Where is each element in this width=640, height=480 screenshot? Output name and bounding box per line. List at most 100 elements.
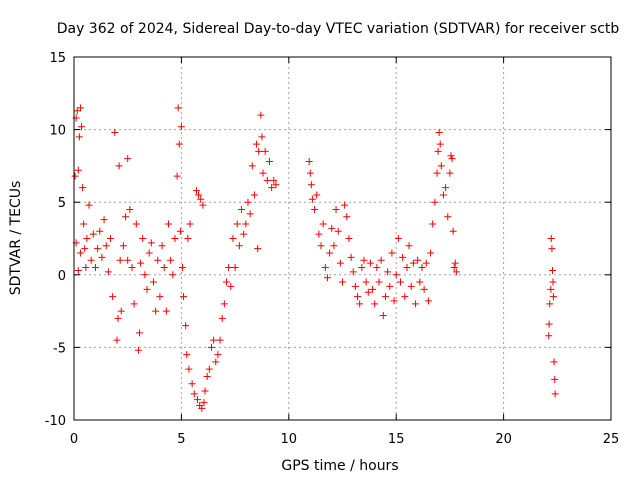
data-point xyxy=(439,191,447,199)
data-point xyxy=(81,245,89,253)
data-point xyxy=(76,104,84,112)
data-point xyxy=(177,123,185,131)
plot-frame xyxy=(73,56,612,421)
data-point xyxy=(403,264,411,272)
data-point xyxy=(173,172,181,180)
y-tick-label: 5 xyxy=(58,196,66,211)
data-point xyxy=(96,227,104,235)
data-point xyxy=(158,242,166,250)
data-point xyxy=(248,162,256,170)
data-point xyxy=(366,259,374,267)
data-point xyxy=(107,235,115,242)
data-point xyxy=(373,264,381,272)
data-point xyxy=(263,176,271,184)
data-point xyxy=(436,140,444,148)
data-point xyxy=(175,140,183,148)
data-point xyxy=(414,256,422,264)
data-point xyxy=(197,195,205,203)
data-point xyxy=(116,256,124,264)
data-point xyxy=(409,259,417,267)
data-point xyxy=(147,239,155,247)
data-point xyxy=(272,181,280,189)
data-point xyxy=(354,293,362,301)
data-point xyxy=(429,220,437,228)
data-point xyxy=(216,336,224,344)
y-tick-label: 0 xyxy=(58,269,66,284)
y-axis-ticks: -10 -5 0 5 10 15 xyxy=(45,51,611,429)
data-point xyxy=(351,282,359,290)
data-point xyxy=(450,264,458,272)
data-point xyxy=(203,372,211,380)
data-point xyxy=(149,278,157,286)
data-point xyxy=(305,158,313,166)
data-point xyxy=(394,235,402,242)
data-point xyxy=(78,123,86,131)
data-point xyxy=(240,230,248,238)
data-point xyxy=(165,220,173,228)
data-point xyxy=(143,285,151,293)
data-point xyxy=(315,230,323,238)
data-point xyxy=(218,314,226,322)
data-point xyxy=(407,282,415,290)
data-point xyxy=(551,375,559,383)
data-point xyxy=(330,242,338,250)
data-point xyxy=(207,343,215,351)
data-point xyxy=(184,235,192,242)
data-point xyxy=(141,271,149,279)
data-point xyxy=(422,259,430,267)
data-point xyxy=(336,259,344,267)
data-point xyxy=(371,300,379,308)
data-point xyxy=(364,288,372,296)
data-point xyxy=(349,268,357,276)
data-point xyxy=(82,264,90,272)
data-point xyxy=(180,293,188,301)
data-point xyxy=(188,380,196,388)
data-point xyxy=(550,358,558,366)
data-point xyxy=(420,285,428,293)
data-point xyxy=(369,285,377,293)
data-point xyxy=(154,256,162,264)
data-point xyxy=(392,271,400,279)
data-point xyxy=(198,404,206,412)
data-point xyxy=(307,181,315,189)
x-axis-label: GPS time / hours xyxy=(281,458,398,474)
data-point xyxy=(235,242,243,250)
x-tick-label: 25 xyxy=(603,432,620,447)
data-point xyxy=(405,242,413,250)
data-point xyxy=(74,166,82,174)
data-point xyxy=(136,329,144,337)
data-point xyxy=(313,191,321,199)
data-point xyxy=(122,213,130,221)
data-point xyxy=(321,264,329,272)
data-point xyxy=(229,235,237,242)
data-point xyxy=(176,227,184,235)
data-point xyxy=(220,300,228,308)
data-point xyxy=(418,264,426,272)
data-point xyxy=(317,242,325,250)
data-point xyxy=(174,104,182,112)
data-point xyxy=(259,169,267,177)
x-tick-label: 15 xyxy=(388,432,405,447)
data-point xyxy=(258,133,266,141)
data-point xyxy=(139,235,147,242)
data-point xyxy=(435,129,443,137)
data-point xyxy=(261,147,269,155)
data-point xyxy=(444,213,452,221)
data-point xyxy=(446,169,454,177)
data-point xyxy=(388,249,396,257)
data-point xyxy=(130,300,138,308)
data-point xyxy=(244,198,252,206)
y-axis-label: SDTVAR / TECUs xyxy=(8,181,24,296)
data-point xyxy=(381,293,389,301)
data-point xyxy=(113,336,121,344)
data-point xyxy=(386,282,394,290)
data-point xyxy=(102,242,110,250)
data-point xyxy=(89,230,97,238)
data-point xyxy=(80,220,88,228)
data-point xyxy=(442,184,450,192)
data-point xyxy=(339,278,346,286)
data-point xyxy=(91,264,99,272)
data-point xyxy=(433,169,441,177)
data-point xyxy=(85,201,93,209)
